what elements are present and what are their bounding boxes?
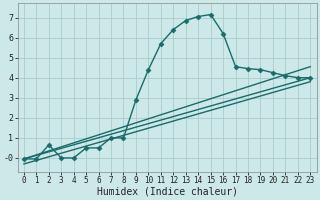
X-axis label: Humidex (Indice chaleur): Humidex (Indice chaleur) xyxy=(97,187,237,197)
